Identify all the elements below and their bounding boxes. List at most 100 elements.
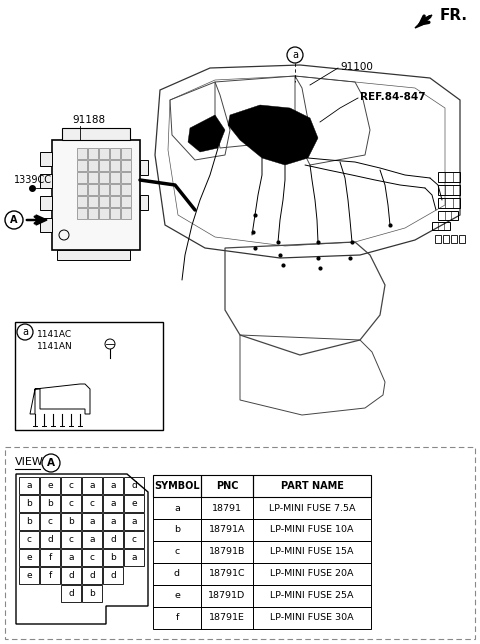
Bar (432, 222, 450, 230)
Bar (103, 477, 123, 494)
Text: a: a (89, 535, 95, 544)
Text: a: a (292, 50, 298, 60)
Bar (201, 519, 253, 541)
Bar (82, 477, 102, 494)
Text: FR.: FR. (440, 8, 468, 23)
Text: a: a (131, 517, 137, 526)
Text: d: d (110, 571, 116, 580)
Bar (110, 160, 120, 171)
Bar (103, 567, 123, 584)
Text: a: a (110, 499, 116, 508)
Polygon shape (36, 215, 47, 225)
Text: a: a (174, 504, 180, 513)
Bar (253, 607, 371, 629)
Bar (88, 208, 98, 219)
Bar (77, 172, 87, 183)
Bar (61, 585, 81, 602)
Bar (40, 531, 60, 548)
Bar (40, 513, 60, 530)
Bar (61, 477, 81, 494)
Bar (88, 160, 98, 171)
Bar (253, 541, 371, 563)
Text: a: a (131, 553, 137, 562)
Bar (77, 208, 87, 219)
Bar (124, 513, 144, 530)
Text: SYMBOL: SYMBOL (154, 481, 200, 491)
Polygon shape (228, 105, 318, 165)
Text: c: c (132, 535, 136, 544)
Bar (110, 196, 120, 207)
Bar (19, 531, 39, 548)
Text: VIEW: VIEW (15, 457, 44, 467)
Bar (438, 211, 458, 220)
Text: e: e (47, 481, 53, 490)
Bar (110, 172, 120, 183)
Text: 18791A: 18791A (209, 526, 245, 535)
Bar (153, 541, 201, 563)
Text: 18791E: 18791E (209, 614, 245, 623)
Text: c: c (69, 499, 73, 508)
Bar (82, 549, 102, 566)
Text: c: c (174, 547, 180, 556)
Text: 18791C: 18791C (209, 569, 245, 578)
Bar (52, 140, 140, 250)
Text: b: b (26, 517, 32, 526)
Bar (40, 477, 60, 494)
Text: a: a (26, 481, 32, 490)
Bar (82, 585, 102, 602)
Bar (82, 567, 102, 584)
Bar (121, 160, 131, 171)
Text: a: a (110, 481, 116, 490)
Text: f: f (48, 571, 52, 580)
Text: LP-MINI FUSE 10A: LP-MINI FUSE 10A (270, 526, 354, 535)
Text: LP-MINI FUSE 15A: LP-MINI FUSE 15A (270, 547, 354, 556)
Polygon shape (415, 15, 432, 28)
Text: c: c (89, 553, 95, 562)
Bar (61, 495, 81, 512)
Bar (19, 495, 39, 512)
Bar (15, 322, 163, 430)
Bar (77, 160, 87, 171)
Text: b: b (89, 589, 95, 598)
Text: b: b (174, 526, 180, 535)
Text: 18791D: 18791D (208, 591, 246, 600)
Bar (99, 184, 109, 195)
Bar (121, 172, 131, 183)
Bar (61, 531, 81, 548)
Text: d: d (174, 569, 180, 578)
Bar (459, 235, 465, 243)
Bar (62, 128, 130, 140)
Text: A: A (47, 458, 55, 468)
Text: a: a (22, 327, 28, 337)
Text: 91100: 91100 (340, 62, 373, 72)
Bar (140, 160, 148, 175)
Bar (82, 513, 102, 530)
Bar (253, 519, 371, 541)
Bar (110, 184, 120, 195)
Bar (57, 250, 130, 260)
Bar (40, 218, 52, 232)
Text: REF.84-847: REF.84-847 (360, 92, 426, 102)
Text: b: b (47, 499, 53, 508)
Bar (438, 172, 460, 182)
Bar (121, 196, 131, 207)
Text: d: d (47, 535, 53, 544)
Text: LP-MINI FUSE 30A: LP-MINI FUSE 30A (270, 614, 354, 623)
Bar (99, 196, 109, 207)
Text: PART NAME: PART NAME (281, 481, 343, 491)
Text: 1339CC: 1339CC (14, 175, 52, 185)
Bar (19, 513, 39, 530)
Bar (77, 196, 87, 207)
Bar (88, 184, 98, 195)
Text: a: a (89, 517, 95, 526)
Bar (121, 148, 131, 159)
Bar (82, 531, 102, 548)
Bar (253, 475, 371, 497)
Bar (124, 549, 144, 566)
Text: d: d (89, 571, 95, 580)
Text: 18791B: 18791B (209, 547, 245, 556)
Bar (77, 184, 87, 195)
Text: e: e (26, 553, 32, 562)
Bar (121, 208, 131, 219)
Text: c: c (26, 535, 32, 544)
